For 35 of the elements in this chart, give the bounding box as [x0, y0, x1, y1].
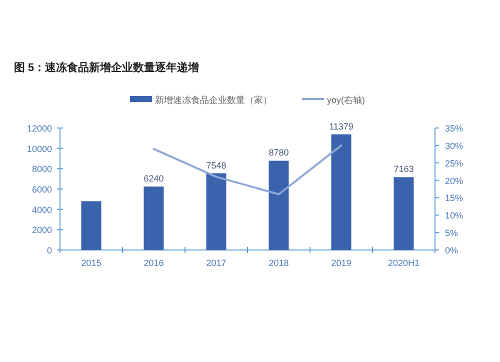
legend-label: yoy(右轴)	[327, 95, 365, 105]
data-label: 7163	[394, 164, 414, 174]
data-label: 7548	[206, 160, 226, 170]
bar	[268, 160, 289, 250]
data-label: 8780	[268, 148, 289, 158]
y2-tick-label: 35%	[445, 124, 464, 134]
data-label: 11379	[329, 121, 354, 132]
y2-tick-label: 0%	[445, 246, 458, 256]
bar	[144, 186, 164, 250]
x-tick-label: 2019	[331, 258, 352, 268]
bar	[206, 173, 226, 250]
bar	[394, 177, 414, 250]
y-tick-label: 12000	[26, 124, 52, 134]
y-tick-label: 2000	[32, 225, 52, 236]
bar	[331, 134, 352, 250]
legend-label: 新增速冻食品企业数量（家）	[155, 95, 272, 105]
y2-tick-label: 20%	[445, 176, 464, 186]
y-tick-label: 0	[46, 246, 52, 256]
x-tick-label: 2018	[268, 258, 289, 268]
x-tick-label: 2017	[206, 258, 226, 268]
y-tick-label: 8000	[32, 164, 52, 174]
y2-tick-label: 15%	[445, 193, 464, 204]
bar	[81, 201, 102, 250]
x-tick-label: 2020H1	[388, 258, 420, 268]
y-tick-label: 6000	[32, 184, 52, 194]
y-tick-label: 10000	[26, 144, 52, 154]
y2-tick-label: 10%	[445, 210, 464, 221]
y2-tick-label: 5%	[445, 228, 458, 238]
y2-tick-label: 25%	[445, 158, 464, 168]
chart-title: 图 5：速冻食品新增企业数量逐年递增	[14, 61, 200, 74]
data-label: 6240	[144, 174, 164, 184]
y-tick-label: 4000	[32, 204, 52, 215]
y2-tick-label: 30%	[445, 140, 464, 151]
x-tick-label: 2015	[81, 258, 102, 268]
x-tick-label: 2016	[144, 258, 164, 268]
